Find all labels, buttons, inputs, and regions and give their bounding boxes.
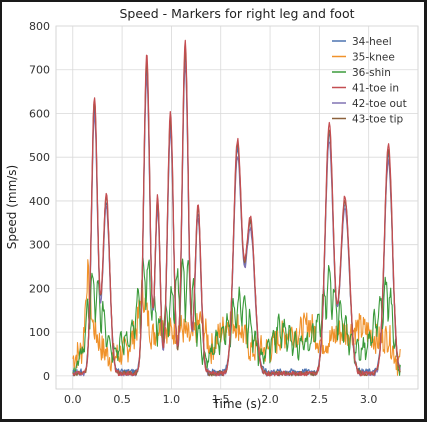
x-tick-label: 0.5 [113, 393, 131, 406]
speed-chart: 0.0 0.5 1.0 1.5 2.0 2.5 3.0 0 100 200 300 400 500 600… [5, 6, 419, 411]
chart-frame: 0.0 0.5 1.0 1.5 2.0 2.5 3.0 0 100 200 300 400 500 600… [2, 2, 424, 419]
y-tick-label: 300 [29, 239, 50, 252]
y-tick-label: 600 [29, 107, 50, 120]
legend: 34-heel 35-knee 36-shin 41-toe in 42-toe out… [332, 36, 407, 126]
y-tick-label: 100 [29, 326, 50, 339]
x-tick-label: 0.0 [64, 393, 82, 406]
y-tick-label: 500 [29, 151, 50, 164]
y-axis-label: Speed (mm/s) [5, 165, 19, 249]
x-tick-label: 1.5 [212, 393, 230, 406]
y-tick-label: 800 [29, 20, 50, 33]
x-tick-label: 3.0 [360, 393, 378, 406]
x-axis-label: Time (s) [212, 397, 262, 411]
chart-title: Speed - Markers for right leg and foot [120, 6, 355, 21]
series-line-36-shin [72, 257, 401, 376]
legend-entry: 41-toe in [352, 83, 399, 95]
legend-entry: 36-shin [352, 67, 391, 79]
y-tick-label: 200 [29, 282, 50, 295]
x-tick-label: 1.0 [163, 393, 181, 406]
y-tick-label: 700 [29, 64, 50, 77]
y-tick-label: 0 [43, 370, 50, 383]
legend-entry: 34-heel [352, 36, 392, 48]
series-line-35-knee [72, 259, 401, 376]
legend-entry: 35-knee [352, 52, 395, 64]
tick-labels: 0.0 0.5 1.0 1.5 2.0 2.5 3.0 0 100 200 300 400 500 600… [29, 20, 377, 406]
legend-entry: 43-toe tip [352, 114, 404, 126]
series-line-41-toe-in [72, 39, 401, 377]
y-tick-label: 400 [29, 195, 50, 208]
x-tick-label: 2.5 [311, 393, 329, 406]
legend-entry: 42-toe out [352, 98, 407, 110]
x-tick-label: 2.0 [261, 393, 279, 406]
series-lines [72, 39, 401, 377]
